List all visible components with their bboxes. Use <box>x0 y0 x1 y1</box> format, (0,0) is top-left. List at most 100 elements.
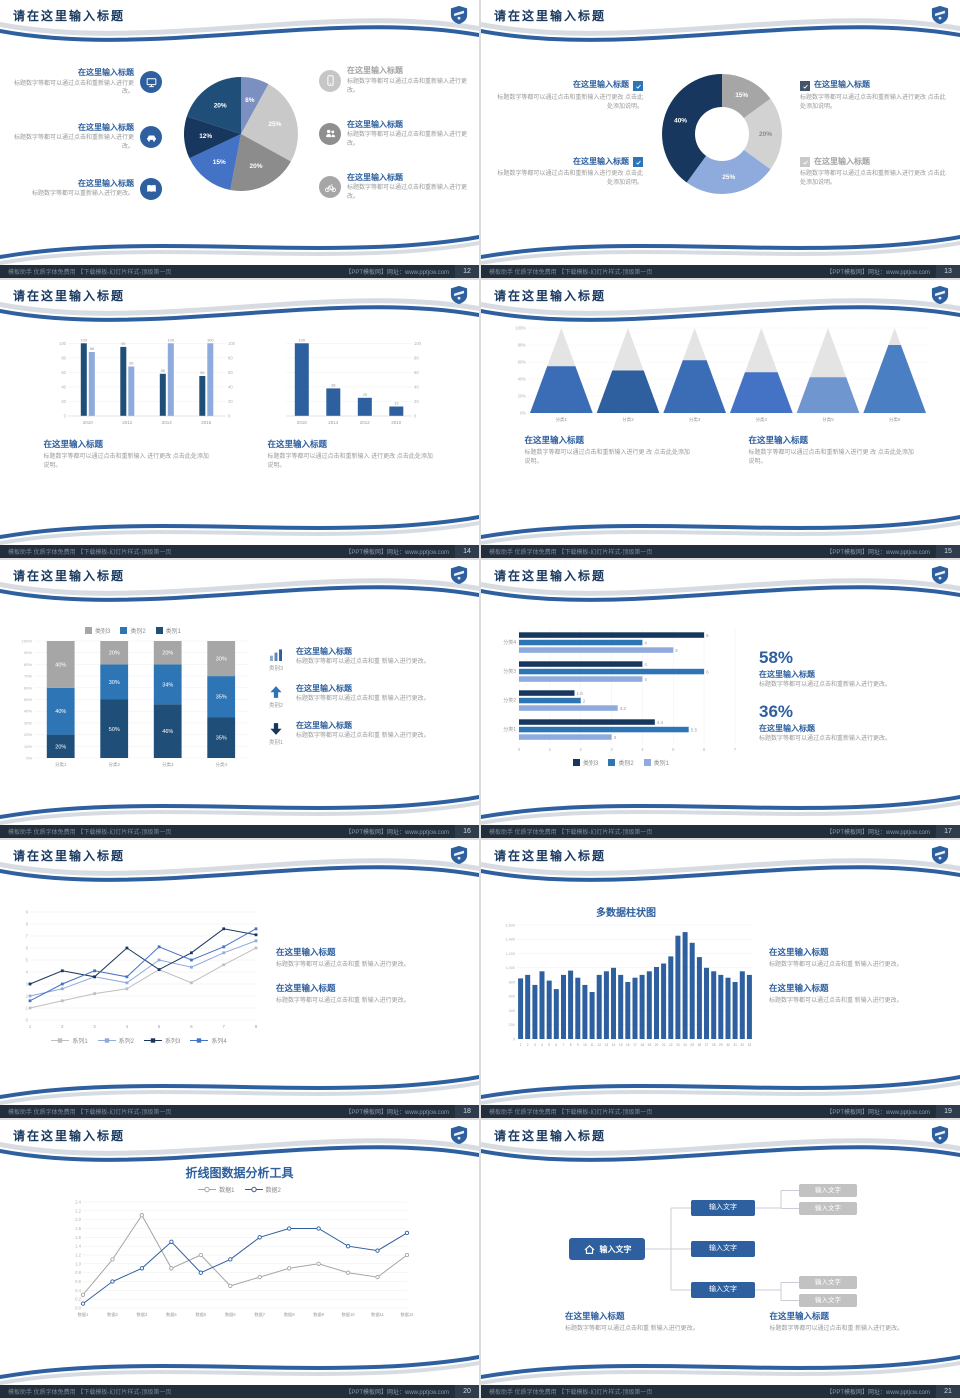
svg-text:100: 100 <box>206 337 213 342</box>
slide-19-content: 多数据柱状图 0 200 400 600 800 1,000 1,200 1,400 1,600… <box>481 880 960 1072</box>
bar <box>88 352 95 416</box>
svg-text:分类5: 分类5 <box>822 416 834 423</box>
checklist-title: 在这里输入标题 <box>573 80 629 90</box>
stat-text: 标题数字等都可以通过点击和重新输入进行更改。 <box>759 682 892 689</box>
slide-footer: 模板助手 优质字体免费用 【下载模板-幻灯片样式-顶级第一页 【PPT模板网】网… <box>481 825 960 838</box>
callout-item: 在这里输入标题 标题数字等都可以通过点击和重新输入进行更改。 <box>319 173 469 202</box>
hbar-chart-area: 0 1 2 3 4 5 6 7 分类4 6 4 5 分类3 4 6 4 分类2 1.8 2 3.2 分类1 4.4 5.5 3… <box>495 624 747 769</box>
shield-logo-icon <box>931 845 949 865</box>
side-blocks: 在这里输入标题 标题数字等都可以通过点击和重 新输入进行更改。 在这里输入标题 标题数… <box>769 946 946 1007</box>
svg-text:4: 4 <box>541 1043 543 1047</box>
slide-16-content: 类别3 类别2 类别1 0% 10% 20% 30% 40% 50% 60% 70% 80% 90% 1… <box>0 600 479 792</box>
charts-row: 0 0 20 20 40 40 60 60 80 80 100 100 100 88 2010 95 68 201… <box>0 320 479 428</box>
bar <box>532 984 538 1039</box>
stack-segment <box>153 640 182 664</box>
block-title: 在这里输入标题 <box>565 1311 625 1321</box>
side-item: 类别3 在这里输入标题 标题数字等都可以通过点击和重 新输入进行更改。 <box>264 647 465 672</box>
legend: 类别3 类别2 类别1 <box>84 626 181 635</box>
svg-text:0.2: 0.2 <box>75 1297 81 1302</box>
slide-title: 请在这里输入标题 <box>494 289 607 303</box>
bar <box>519 660 643 667</box>
slide-title: 请在这里输入标题 <box>494 9 607 23</box>
slide-21[interactable]: 请在这里输入标题 输入文字 输入文字 输入文字 输入文字 输入文字 输入文字 输入文字 输入文… <box>481 1120 960 1398</box>
svg-text:数据10: 数据10 <box>341 1311 355 1318</box>
slide-footer: 模板助手 优质字体免费用 【下载模板-幻灯片样式-顶级第一页 【PPT模板网】网… <box>0 545 479 558</box>
footer-right-text: 【PPT模板网】网址：www.pptjcw.com <box>345 1110 449 1116</box>
svg-text:17: 17 <box>633 1043 637 1047</box>
bar <box>718 974 724 1039</box>
checklist-text: 标题数字等都可以通过点击和重新输入进行更改 点击此处添加说明。 <box>800 171 946 186</box>
svg-text:60: 60 <box>228 370 233 375</box>
svg-text:数据9: 数据9 <box>313 1311 324 1318</box>
svg-text:3: 3 <box>26 981 29 986</box>
people-icon-badge <box>319 122 341 145</box>
svg-text:分类1: 分类1 <box>55 761 67 768</box>
slide-footer: 模板助手 优质字体免费用 【下载模板-幻灯片样式-顶级第一页 【PPT模板网】网… <box>0 265 479 278</box>
svg-text:20: 20 <box>414 399 419 404</box>
text-block: 在这里输入标题 标题数字等都可以通过点击和重 新输入进行更改。 <box>769 982 946 1006</box>
svg-text:100: 100 <box>80 337 87 342</box>
svg-text:数据2: 数据2 <box>107 1311 118 1318</box>
svg-text:4: 4 <box>641 747 644 752</box>
slice-label: 25% <box>722 174 735 181</box>
block-text: 标题数字等都可以通过点击和重新输入 进行更改 点击此处添加说明。 <box>267 454 433 470</box>
bar <box>603 970 609 1039</box>
svg-text:80: 80 <box>228 355 233 360</box>
svg-text:3.2: 3.2 <box>620 705 627 710</box>
svg-text:18: 18 <box>640 1043 644 1047</box>
checklist-text: 标题数字等都可以通过点击和重新输入进行更改 点击此处添加说明。 <box>800 94 946 110</box>
slide-16[interactable]: 请在这里输入标题 类别3 类别2 类别1 0% 10% 20% 30% 40% 50% 60% 7… <box>0 560 479 838</box>
bar <box>519 733 612 740</box>
slide-14[interactable]: 请在这里输入标题 0 0 20 20 40 40 60 60 80 80 100 100 100 88 20… <box>0 280 479 558</box>
slide-20[interactable]: 请在这里输入标题 折线图数据分析工具 数据1 数据2 0.0 0.2 0.4 0.6 0.… <box>0 1120 479 1398</box>
legend-swatch-icon <box>120 626 128 634</box>
slide-footer: 模板助手 优质字体免费用 【下载模板-幻灯片样式-顶级第一页 【PPT模板网】网… <box>481 265 960 278</box>
org-child-node: 输入文字 <box>799 1294 857 1307</box>
text-block: 在这里输入标题 标题数字等都可以通过点击和重 新输入进行更改。 <box>276 982 465 1006</box>
school-shield-logo <box>931 285 949 305</box>
slide-title: 请在这里输入标题 <box>13 289 126 303</box>
slide-title: 请在这里输入标题 <box>13 569 126 583</box>
people-icon <box>325 130 335 138</box>
bar <box>519 697 581 703</box>
svg-text:分类4: 分类4 <box>755 416 767 423</box>
callout-title: 在这里输入标题 <box>78 178 134 188</box>
svg-text:分类1: 分类1 <box>503 726 516 733</box>
svg-text:21: 21 <box>662 1043 666 1047</box>
legend-item: 数据1 <box>198 1185 235 1194</box>
svg-text:1.8: 1.8 <box>75 1226 81 1231</box>
slide-13[interactable]: 请在这里输入标题 在这里输入标题 标题数字等都可以通过点击和重新输入进行更改 点… <box>481 0 960 278</box>
school-shield-logo <box>931 1125 949 1145</box>
block-text: 标题数字等都可以通过点击和重 新输入进行更改。 <box>565 1326 699 1332</box>
slide-15[interactable]: 请在这里输入标题 0% 20% 40% 60% 80% 100% 分类1 分类2 分类3 分类4 分… <box>481 280 960 558</box>
slide-19[interactable]: 请在这里输入标题 多数据柱状图 0 200 400 600 800 1,000 1,200 1… <box>481 840 960 1118</box>
bar <box>568 970 574 1039</box>
svg-text:3: 3 <box>93 1024 96 1029</box>
svg-text:0%: 0% <box>519 411 525 416</box>
bar <box>625 981 631 1039</box>
chart-bars-icon <box>270 648 282 661</box>
bike-icon-badge <box>319 176 341 199</box>
svg-text:13: 13 <box>394 401 399 406</box>
shield-logo-icon <box>931 285 949 305</box>
svg-text:27: 27 <box>705 1043 709 1047</box>
svg-text:9: 9 <box>577 1043 579 1047</box>
slide-title: 请在这里输入标题 <box>13 849 126 863</box>
checklist-item: 在这里输入标题 标题数字等都可以通过点击和重新输入进行更改 点击此处添加说明。 <box>493 157 643 188</box>
svg-text:22: 22 <box>669 1043 673 1047</box>
bar <box>519 726 689 732</box>
svg-text:1.4: 1.4 <box>75 1244 81 1249</box>
stack-segment <box>153 663 182 704</box>
svg-text:25: 25 <box>362 392 367 397</box>
chart-title: 折线图数据分析工具 <box>185 1166 294 1180</box>
legend-swatch-icon <box>84 626 92 634</box>
footer-left-text: 模板助手 优质字体免费用 【下载模板-幻灯片样式-顶级第一页 <box>489 270 653 276</box>
slide-12[interactable]: 请在这里输入标题 在这里输入标题 标题数字等都可以通过点击和重新输入进行更改。 … <box>0 0 479 278</box>
bar <box>519 689 575 696</box>
svg-text:11: 11 <box>590 1043 594 1047</box>
slide-17[interactable]: 请在这里输入标题 0 1 2 3 4 5 6 7 分类4 6 4 5 分类3 4 6 4 分类2 1.8 2 3.2 分… <box>481 560 960 838</box>
icon-label: 类别2 <box>268 702 284 709</box>
block-title: 在这里输入标题 <box>43 439 104 449</box>
svg-text:5: 5 <box>158 1024 161 1029</box>
